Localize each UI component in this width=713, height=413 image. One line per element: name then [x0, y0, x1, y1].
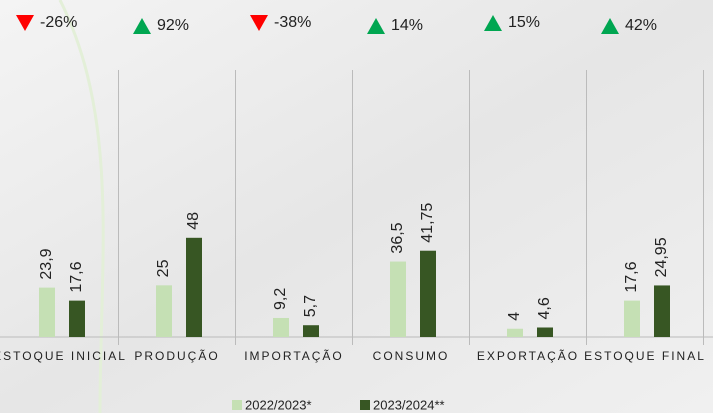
bar [537, 327, 553, 337]
value-label: 17,6 [623, 261, 640, 292]
legend-label: 2022/2023* [245, 397, 312, 412]
bar [507, 328, 523, 337]
legend-swatch [360, 400, 370, 410]
x-tick-label: CONSUMO [373, 349, 450, 363]
value-label: 48 [185, 212, 202, 230]
bar [39, 287, 55, 337]
x-tick-label: ESTOQUE INICIAL [0, 349, 127, 363]
change-arrow [367, 18, 385, 34]
value-label: 9,2 [272, 288, 289, 310]
x-tick-label: IMPORTAÇÃO [244, 349, 344, 363]
change-label: 42% [625, 17, 657, 34]
value-label: 25 [155, 259, 172, 277]
x-tick-label: PRODUÇÃO [134, 349, 219, 363]
bar [654, 285, 670, 337]
bar [303, 325, 319, 337]
value-label: 36,5 [389, 222, 406, 253]
change-label: 14% [391, 17, 423, 34]
bar [273, 317, 289, 337]
bar [69, 300, 85, 337]
legend-swatch [232, 400, 242, 410]
change-arrow [484, 15, 502, 31]
change-label: -38% [274, 14, 311, 31]
value-label: 4 [506, 312, 523, 321]
bar [186, 237, 202, 337]
change-arrow [133, 18, 151, 34]
value-label: 5,7 [302, 295, 319, 317]
change-label: 15% [508, 14, 540, 31]
change-arrow [250, 15, 268, 31]
legend-label: 2023/2024** [373, 397, 445, 412]
value-label: 41,75 [419, 203, 436, 243]
bar [390, 261, 406, 337]
value-label: 4,6 [536, 297, 553, 319]
value-label: 23,9 [38, 248, 55, 279]
x-tick-label: ESTOQUE FINAL [584, 349, 706, 363]
change-arrow [601, 18, 619, 34]
bar [420, 250, 436, 337]
value-label: 17,6 [68, 261, 85, 292]
bar [156, 285, 172, 337]
change-label: 92% [157, 17, 189, 34]
x-tick-label: EXPORTAÇÃO [477, 349, 579, 363]
bar [624, 300, 640, 337]
value-label: 24,95 [653, 237, 670, 277]
change-arrow [16, 15, 34, 31]
decor-line [58, 0, 105, 413]
change-label: -26% [40, 14, 77, 31]
